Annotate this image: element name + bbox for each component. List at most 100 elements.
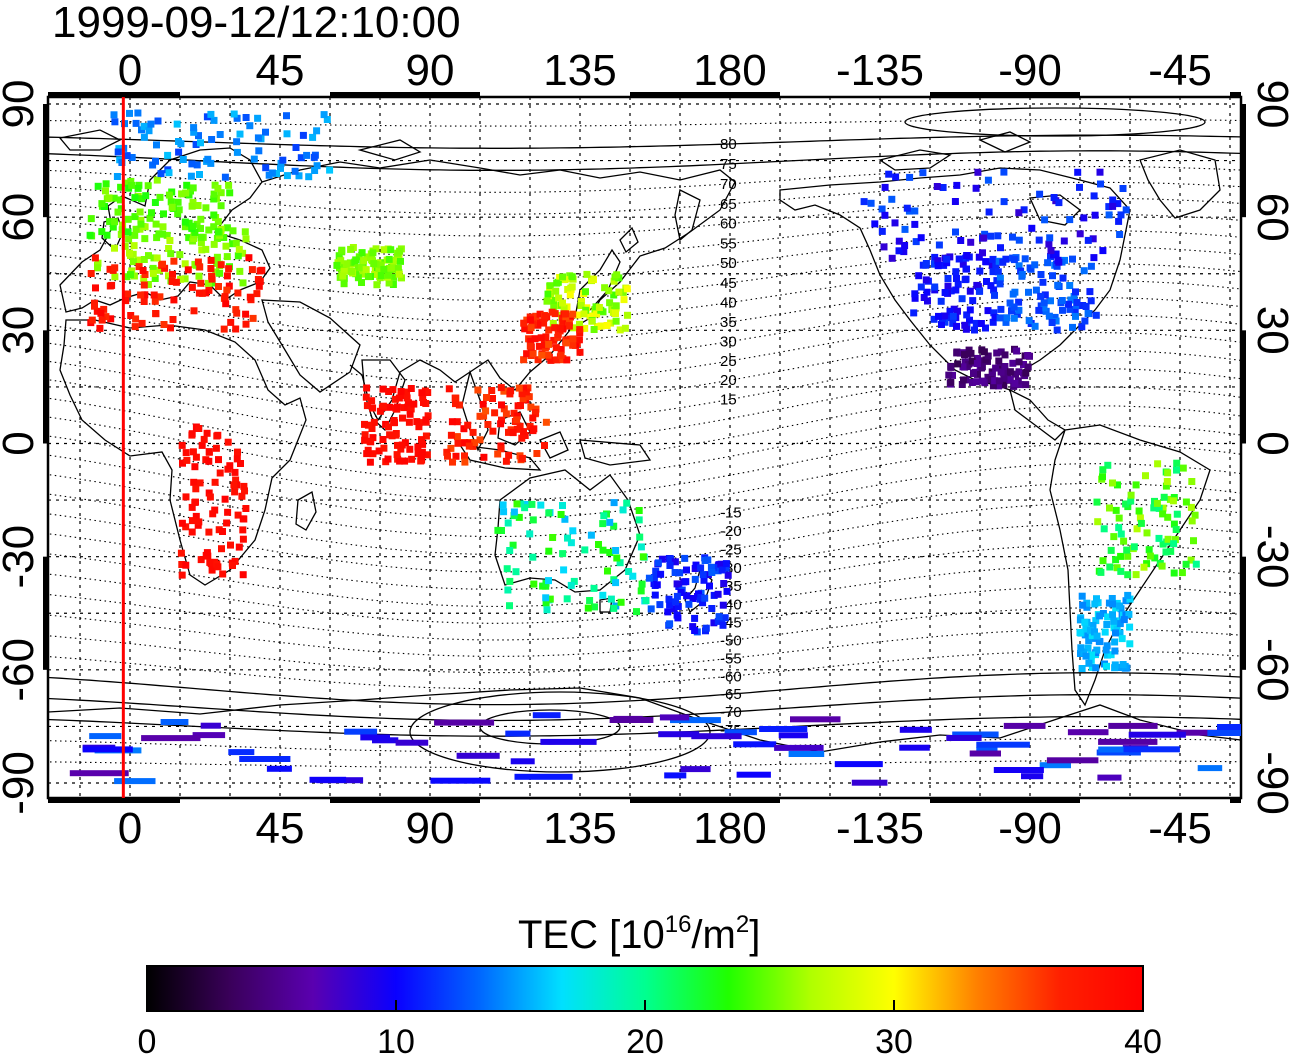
tec-point [982,356,990,364]
tec-point [968,357,976,365]
tec-point [778,732,808,739]
tec-point [721,614,729,622]
tec-point [187,172,195,180]
tec-point [510,758,535,765]
magnetic-contour [48,760,1241,768]
tec-point [333,261,341,269]
tec-point [165,245,173,252]
tec-point [518,390,526,398]
tec-point [369,450,377,458]
tec-point [500,405,508,413]
tec-point [885,170,893,178]
tec-point [519,395,527,403]
tec-point [361,420,368,428]
tec-point [134,184,142,192]
tec-point [635,507,643,514]
tec-point [129,258,137,266]
tec-point [667,555,675,563]
longitude-tick-top: 45 [256,46,305,95]
tec-point [691,575,699,583]
magnetic-latitude-label: 35 [720,314,737,331]
tec-point [1146,552,1154,560]
frame-bar-right [1241,556,1246,670]
tec-point [188,160,196,168]
tec-point [1170,520,1178,528]
tec-point [138,195,145,203]
tec-point [122,297,130,305]
frame-bar-top [330,92,480,97]
tec-point [360,257,368,265]
tec-point [551,324,559,332]
tec-point [529,553,537,561]
tec-point [254,114,262,122]
tec-point [160,321,168,328]
tec-point [105,194,113,202]
tec-point [491,409,499,417]
tec-point [520,319,528,327]
magnetic-contour [48,738,1241,753]
tec-point [415,423,423,431]
tec-point [672,598,680,606]
tec-point [616,326,624,334]
tec-point [1143,560,1151,568]
tec-point [337,257,345,265]
tec-point [541,312,549,320]
tec-point [155,230,163,238]
tec-point [680,766,711,773]
tec-point [221,495,229,503]
tec-point [354,274,362,282]
tec-point [978,364,985,372]
tec-point [1109,196,1117,204]
magnetic-latitude-label: 45 [720,275,737,292]
frame-bar-left [43,330,48,444]
tec-point [1091,600,1099,608]
tec-point [253,290,261,298]
tec-point [625,568,633,575]
tec-point [384,455,392,463]
tec-point [674,614,682,622]
tec-point [581,324,589,332]
tec-point [403,394,411,402]
tec-point [1076,183,1083,191]
tec-point [1093,498,1101,506]
tec-point [1101,628,1109,636]
tec-point [497,420,505,428]
tec-point [232,325,240,333]
map-area[interactable]: 8075706560555045403530252015-15-20-25-30… [30,92,1280,803]
tec-point [207,256,215,264]
tec-point [1111,647,1119,655]
tec-point [1115,217,1123,225]
tec-point [1052,250,1060,258]
tec-point [110,194,118,202]
tec-point [949,371,956,379]
frame-bar-right [1241,330,1246,444]
tec-point [1170,540,1178,548]
tec-point [697,594,705,601]
tec-point [650,574,658,581]
tec-point [455,401,463,409]
tec-point [1015,262,1023,270]
tec-point [599,546,607,554]
tec-point [569,527,577,535]
tec-point [962,325,970,333]
tec-point [1132,571,1140,579]
tec-point [205,226,213,234]
tec-point [1080,214,1088,222]
longitude-tick-bottom: -135 [836,804,924,853]
tec-point [1128,731,1186,738]
tec-point [972,319,980,327]
tec-point [239,526,247,534]
magnetic-latitude-label: -40 [720,596,742,613]
tec-point [150,291,158,299]
tec-point [181,260,189,268]
tec-point [588,317,596,325]
tec-point [197,233,205,241]
tec-point [966,306,974,314]
tec-point [576,320,583,328]
tec-point [723,587,731,595]
tec-point [192,732,226,739]
magnetic-latitude-label: -50 [720,632,742,649]
tec-point [346,259,354,267]
tec-point [917,283,925,291]
tec-point [911,294,919,302]
